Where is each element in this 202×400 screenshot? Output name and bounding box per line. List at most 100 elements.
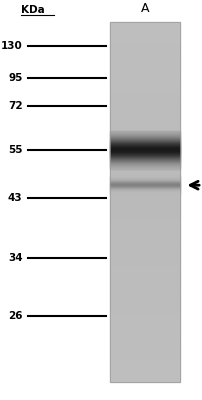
Bar: [109, 184, 180, 185]
Bar: [109, 374, 180, 375]
Bar: [109, 257, 180, 258]
Bar: [109, 346, 180, 347]
Bar: [109, 34, 180, 35]
Bar: [109, 255, 180, 256]
Bar: [109, 230, 180, 231]
Bar: [109, 198, 180, 200]
Bar: [109, 207, 180, 208]
Bar: [109, 215, 180, 216]
Bar: [109, 192, 180, 194]
Bar: [109, 209, 180, 210]
Bar: [109, 335, 180, 336]
Bar: [109, 256, 180, 257]
Bar: [109, 236, 180, 237]
Bar: [109, 28, 180, 29]
Bar: [109, 231, 180, 232]
Bar: [109, 345, 180, 346]
Bar: [109, 351, 180, 352]
Bar: [109, 227, 180, 228]
Bar: [109, 74, 180, 75]
Bar: [109, 278, 180, 279]
Bar: [109, 126, 180, 128]
Bar: [109, 369, 180, 370]
Bar: [109, 342, 180, 344]
Bar: [109, 27, 180, 28]
Text: A: A: [140, 2, 149, 15]
Bar: [109, 99, 180, 100]
Bar: [109, 159, 180, 160]
Bar: [109, 376, 180, 377]
Bar: [109, 359, 180, 360]
Bar: [109, 70, 180, 71]
Bar: [109, 165, 180, 166]
Bar: [109, 298, 180, 299]
Bar: [109, 75, 180, 76]
Bar: [109, 78, 180, 80]
Bar: [109, 336, 180, 338]
Bar: [109, 249, 180, 250]
Bar: [109, 47, 180, 48]
Bar: [109, 134, 180, 135]
Bar: [109, 136, 180, 137]
Bar: [109, 142, 180, 143]
Bar: [109, 135, 180, 136]
Bar: [109, 26, 180, 27]
Bar: [109, 305, 180, 306]
Bar: [109, 275, 180, 276]
Bar: [109, 324, 180, 326]
Bar: [109, 264, 180, 266]
Bar: [109, 173, 180, 174]
Bar: [109, 114, 180, 116]
Bar: [109, 162, 180, 164]
Bar: [109, 356, 180, 357]
Bar: [109, 341, 180, 342]
Bar: [109, 246, 180, 248]
Bar: [109, 370, 180, 371]
Bar: [109, 272, 180, 273]
Bar: [109, 274, 180, 275]
Bar: [109, 38, 180, 39]
Bar: [109, 202, 180, 203]
Bar: [109, 213, 180, 214]
Bar: [109, 146, 180, 147]
Bar: [109, 46, 180, 47]
Bar: [109, 161, 180, 162]
Bar: [109, 285, 180, 286]
Bar: [109, 203, 180, 204]
Bar: [109, 93, 180, 94]
Bar: [109, 59, 180, 60]
Bar: [109, 381, 180, 382]
Bar: [109, 185, 180, 186]
Bar: [109, 225, 180, 226]
Bar: [109, 131, 180, 132]
Bar: [109, 276, 180, 278]
Bar: [109, 243, 180, 244]
Bar: [109, 164, 180, 165]
Bar: [109, 123, 180, 124]
Bar: [109, 237, 180, 238]
Bar: [109, 88, 180, 89]
Bar: [109, 90, 180, 92]
Bar: [109, 117, 180, 118]
Bar: [109, 320, 180, 321]
Bar: [109, 191, 180, 192]
Bar: [109, 140, 180, 141]
Bar: [109, 266, 180, 267]
Bar: [109, 291, 180, 292]
Bar: [109, 263, 180, 264]
Bar: [109, 111, 180, 112]
Bar: [109, 228, 180, 230]
Bar: [109, 57, 180, 58]
Bar: [109, 84, 180, 86]
Bar: [109, 248, 180, 249]
Bar: [109, 310, 180, 311]
Bar: [109, 122, 180, 123]
Bar: [109, 363, 180, 364]
Bar: [109, 69, 180, 70]
Bar: [109, 177, 180, 178]
Bar: [109, 102, 180, 104]
Bar: [109, 71, 180, 72]
Bar: [109, 118, 180, 119]
Bar: [109, 340, 180, 341]
Bar: [109, 280, 180, 281]
